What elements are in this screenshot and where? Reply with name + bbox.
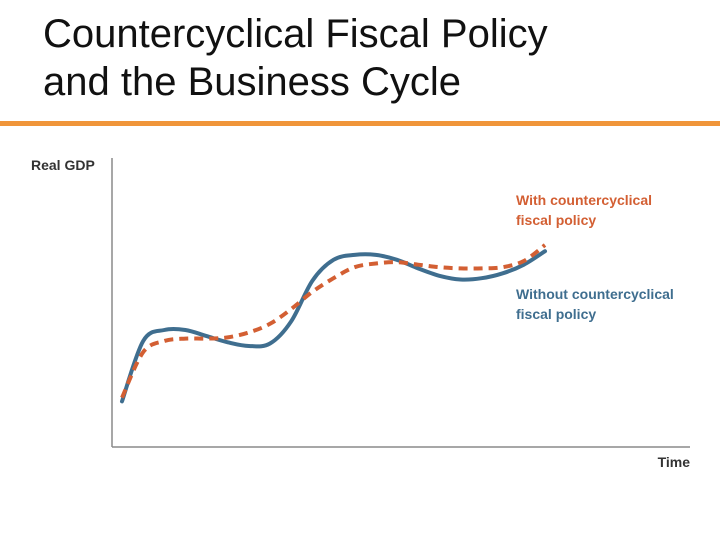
slide-title-line-1: Countercyclical Fiscal Policy — [43, 12, 548, 56]
slide-title: Countercyclical Fiscal Policy and the Bu… — [43, 10, 703, 106]
title-divider — [0, 121, 720, 126]
label-without-policy-line-2: fiscal policy — [516, 306, 596, 322]
series-line-with-policy — [120, 243, 547, 399]
label-with-policy-line-2: fiscal policy — [516, 212, 596, 228]
slide-title-line-2: and the Business Cycle — [43, 60, 462, 104]
y-axis-label: Real GDP — [31, 157, 95, 173]
label-with-policy-line-1: With countercyclical — [516, 192, 652, 208]
series-labels: With countercyclical fiscal policy Without… — [516, 192, 674, 322]
series-layer — [120, 243, 547, 404]
series-line-without-policy — [120, 249, 547, 404]
chart-axes — [111, 158, 690, 448]
label-without-policy-line-1: Without countercyclical — [516, 286, 674, 302]
x-axis-label: Time — [658, 454, 691, 470]
